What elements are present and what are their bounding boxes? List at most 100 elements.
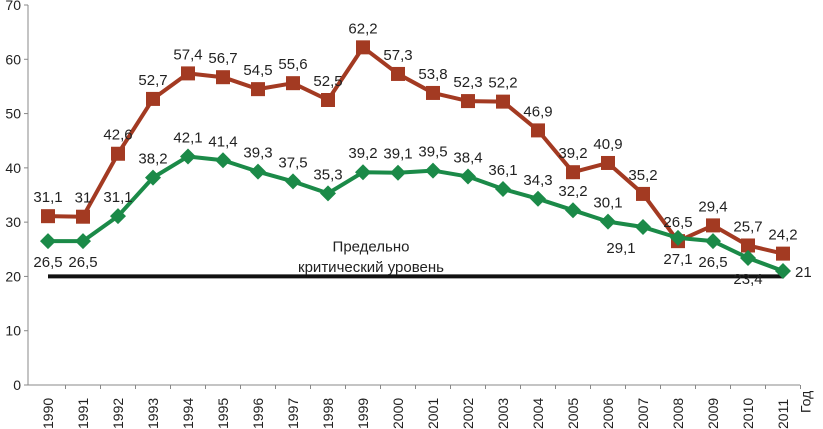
y-tick-label: 10: [5, 323, 21, 339]
green-point: [320, 185, 336, 202]
red-point: [741, 238, 755, 253]
threshold-label: критический уровень: [298, 259, 444, 276]
red-data-label: 35,2: [628, 167, 657, 184]
x-tick-label: 2010: [740, 398, 756, 429]
x-tick-label: 1996: [250, 398, 266, 429]
green-point: [250, 163, 266, 180]
red-point: [321, 93, 335, 107]
x-tick-label: 2004: [530, 398, 546, 429]
red-point: [181, 66, 195, 81]
x-tick-label: 2007: [635, 398, 651, 429]
green-data-label: 35,3: [313, 166, 342, 183]
x-tick-label: 2000: [390, 398, 406, 429]
green-point: [110, 208, 126, 225]
green-point: [670, 229, 686, 246]
green-point: [40, 233, 56, 250]
x-tick-label: 1999: [355, 398, 371, 429]
red-point: [286, 76, 300, 91]
red-data-label: 52,5: [313, 73, 342, 90]
green-point: [530, 190, 546, 207]
green-point: [180, 148, 196, 165]
green-data-label: 39,2: [348, 145, 377, 162]
green-point: [390, 164, 406, 181]
green-data-label: 37,5: [278, 154, 307, 171]
green-point: [75, 233, 91, 250]
green-point: [705, 233, 721, 250]
red-series-line: [47, 45, 784, 256]
red-data-label: 31,1: [33, 189, 62, 206]
red-data-label: 57,4: [173, 46, 202, 63]
x-tick-label: 2003: [495, 398, 511, 429]
x-tick-label: 2005: [565, 398, 581, 429]
red-data-label: 24,2: [768, 227, 797, 244]
red-data-label: 25,7: [733, 218, 762, 235]
red-point: [216, 70, 230, 85]
red-point: [41, 209, 55, 224]
red-point: [251, 82, 265, 97]
red-data-label: 56,7: [208, 50, 237, 67]
x-tick-label: 1998: [320, 398, 336, 429]
red-point: [391, 66, 405, 81]
green-point: [425, 162, 441, 179]
red-data-label: 31: [75, 190, 92, 207]
green-data-label: 38,2: [138, 151, 167, 168]
red-data-label: 53,8: [418, 66, 447, 83]
red-point: [776, 246, 790, 261]
red-data-label: 62,2: [348, 20, 377, 37]
green-data-label: 38,4: [453, 150, 482, 167]
red-data-label: 57,3: [383, 47, 412, 64]
x-tick-label: 2006: [600, 398, 616, 429]
x-tick-label: 1992: [110, 398, 126, 429]
red-point: [601, 155, 615, 170]
x-tick-label: 1994: [180, 398, 196, 429]
x-tick-label: 1990: [40, 398, 56, 429]
y-tick-label: 50: [5, 106, 21, 122]
red-point: [636, 186, 650, 201]
red-point: [706, 218, 720, 233]
green-point: [565, 202, 581, 219]
green-point: [495, 181, 511, 198]
x-tick-label: 1995: [215, 398, 231, 429]
green-data-label: 26,5: [33, 254, 62, 271]
y-tick-label: 70: [5, 0, 21, 13]
red-point: [531, 123, 545, 138]
red-data-label: 52,3: [453, 74, 482, 91]
red-data-label: 54,5: [243, 62, 272, 79]
red-point: [461, 94, 475, 109]
green-point: [635, 219, 651, 236]
x-tick-label: 1991: [75, 398, 91, 429]
green-data-label: 41,4: [208, 133, 237, 150]
threshold-label: Предельно: [333, 238, 410, 255]
green-point: [355, 164, 371, 181]
x-tick-label: 2002: [460, 398, 476, 429]
green-data-label: 27,1: [663, 251, 692, 268]
green-data-label: 42,1: [173, 129, 202, 146]
y-tick-label: 60: [5, 51, 21, 67]
red-data-label: 29,4: [698, 198, 727, 215]
green-point: [145, 169, 161, 186]
green-data-label: 26,5: [698, 254, 727, 271]
red-point: [566, 165, 580, 180]
x-axis-title: Год: [798, 391, 814, 413]
green-data-label: 39,5: [418, 144, 447, 161]
green-data-label: 21: [795, 264, 812, 281]
green-point: [215, 152, 231, 169]
red-data-label: 26,5: [663, 214, 692, 231]
green-data-label: 36,1: [488, 162, 517, 179]
green-data-label: 34,3: [523, 172, 552, 189]
x-tick-label: 2008: [670, 398, 686, 429]
red-data-label: 55,6: [278, 56, 307, 73]
green-data-label: 26,5: [68, 254, 97, 271]
y-tick-label: 20: [5, 268, 21, 284]
green-point: [460, 168, 476, 185]
x-tick-label: 1993: [145, 398, 161, 429]
x-tick-label: 2011: [775, 399, 791, 429]
green-series-line: [48, 154, 784, 273]
x-tick-label: 2001: [425, 398, 441, 429]
red-data-label: 39,2: [558, 145, 587, 162]
red-point: [496, 94, 510, 109]
red-point: [76, 209, 90, 224]
red-data-label: 46,9: [523, 103, 552, 120]
green-point: [285, 173, 301, 190]
